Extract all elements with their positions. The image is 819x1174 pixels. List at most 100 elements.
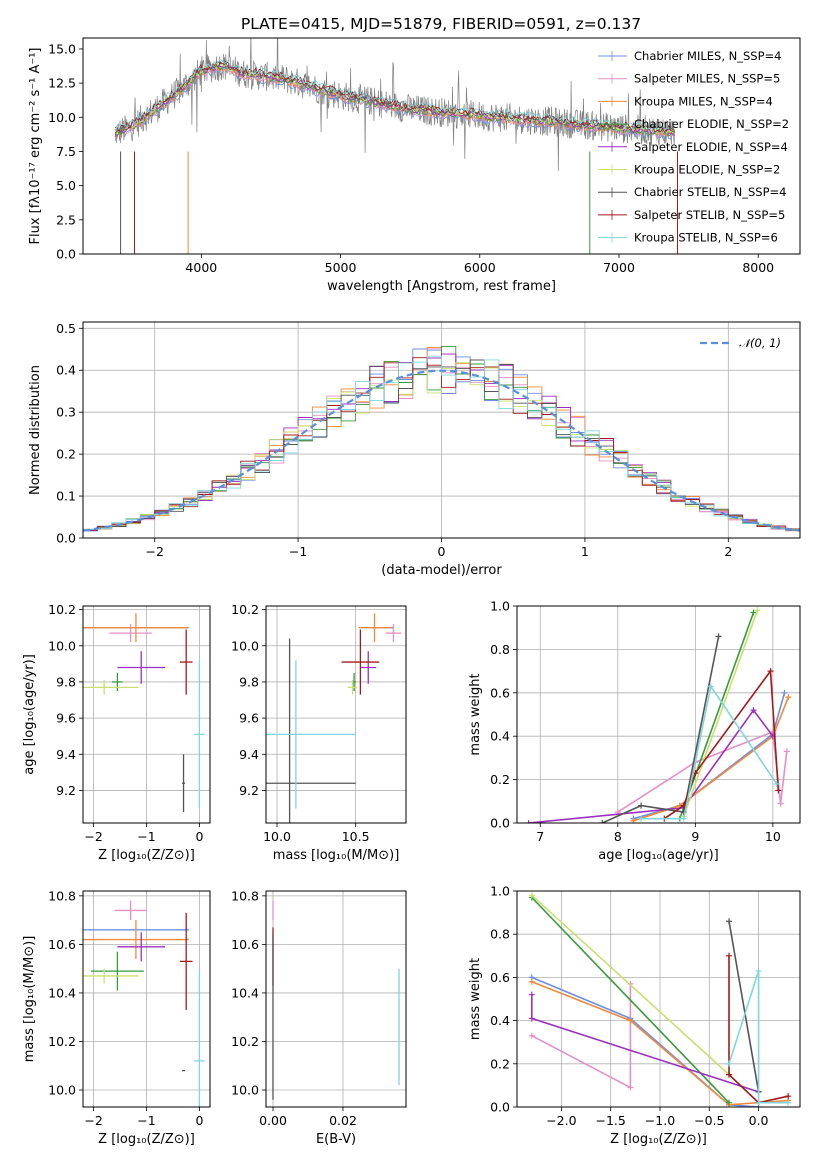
y-tick-label: 10.0 [48, 1083, 76, 1098]
x-tick-label: −1 [137, 829, 155, 844]
y-tick-label: 10.2 [231, 1034, 259, 1049]
y-tick-label: 12.5 [48, 76, 76, 91]
y-tick-label: 10.0 [231, 1083, 259, 1098]
y-axis-label: mass weight [468, 673, 483, 755]
axes-frame [265, 605, 407, 824]
y-tick-label: 10.4 [48, 985, 76, 1000]
y-tick-label: 15.0 [48, 41, 76, 56]
y-tick-label: 9.2 [56, 783, 76, 798]
weight-series-3 [531, 896, 730, 1104]
weight-series-7 [728, 955, 789, 1104]
x-tick-label: 10 [765, 829, 781, 844]
axes-frame [82, 605, 211, 824]
error-bar-point [266, 660, 356, 809]
plot-area [272, 900, 400, 1100]
y-tick-label: 0.6 [490, 685, 510, 700]
gaussian-curve [83, 369, 800, 532]
weight-series-5 [531, 894, 730, 1076]
x-tick-label: −2 [84, 829, 102, 844]
error-bar-point [83, 968, 139, 984]
weight-marker [750, 609, 757, 616]
weight-marker [783, 748, 790, 755]
weight-marker [773, 780, 780, 787]
y-tick-label: 0.1 [56, 489, 76, 504]
y-tick-label: 1.0 [490, 599, 510, 614]
x-tick-label: 5000 [325, 260, 357, 275]
weight-marker [726, 952, 733, 959]
gridlines [83, 891, 210, 1107]
error-bar-point [341, 629, 380, 695]
weight-marker [680, 815, 687, 822]
axes-frame [265, 890, 407, 1108]
legend-entry: Chabrier STELIB, N_SSP=4 [634, 185, 786, 199]
x-tick-label: −1.0 [645, 1113, 675, 1128]
x-tick-label: 2 [724, 544, 732, 559]
x-tick-label: −1 [289, 544, 307, 559]
x-tick-label: 10.0 [263, 829, 291, 844]
weight-series-0 [633, 692, 786, 820]
weight-marker [525, 820, 532, 823]
error-bar-point [112, 672, 123, 691]
gridlines [266, 606, 406, 823]
weight-marker [528, 892, 535, 899]
error-bar-point [83, 680, 139, 695]
weight-series-4 [531, 994, 759, 1093]
x-tick-label: −2 [145, 544, 163, 559]
y-tick-label: 10.0 [231, 638, 259, 653]
x-tick-label: 0 [195, 829, 203, 844]
y-axis-label: Flux [fλ10⁻¹⁷ erg cm⁻² s⁻¹ A⁻¹] [28, 48, 43, 245]
weight-series-8 [728, 970, 789, 1104]
weight-marker [707, 683, 714, 690]
x-tick-label: 0.02 [329, 1113, 357, 1128]
weight-marker [627, 1017, 634, 1024]
error-bar-point [179, 629, 193, 695]
plot-area [83, 613, 205, 813]
gridlines [517, 890, 800, 1108]
axes-weight-vs-age: 7 8 9 10 0.0 0.2 0.4 0.6 0.8 1.0 age [log₁₀(age/yr… [468, 599, 801, 863]
y-tick-label: 9.6 [239, 711, 259, 726]
x-axis-label: (data-model)/error [381, 563, 502, 578]
y-tick-label: 0.4 [490, 1013, 510, 1028]
y-tick-label: 0.0 [490, 816, 510, 831]
legend-entry: Chabrier MILES, N_SSP=4 [634, 49, 781, 63]
y-tick-label: 0.4 [490, 729, 510, 744]
error-bar-point [83, 920, 189, 959]
error-bar-point [266, 638, 356, 823]
y-tick-label: 9.8 [239, 674, 259, 689]
weight-marker [755, 1099, 762, 1106]
axes-frame [516, 605, 801, 824]
weight-marker [528, 978, 535, 985]
weight-marker [785, 694, 792, 701]
y-tick-label: 9.4 [56, 747, 76, 762]
y-axis-label: Normed distribution [28, 365, 43, 495]
error-bar-point [117, 651, 166, 684]
x-axis-label: Z [log₁₀(Z/Z⊙)] [610, 1132, 707, 1147]
error-bar-point [194, 660, 205, 809]
x-axis-label: age [log₁₀(age/yr)] [598, 848, 719, 863]
axes-frame [82, 321, 801, 539]
plot-area [83, 900, 205, 1107]
y-tick-label: 0.4 [56, 363, 76, 378]
plot-area [266, 613, 402, 823]
figure-title: PLATE=0415, MJD=51879, FIBERID=0591, z=0… [241, 15, 641, 33]
legend-entry: Salpeter MILES, N_SSP=5 [634, 72, 780, 86]
weight-marker [750, 707, 757, 714]
plot-area [525, 607, 792, 823]
error-bar-point [181, 754, 186, 813]
weight-series-5 [682, 610, 759, 817]
x-tick-label: 0.0 [749, 1113, 769, 1128]
y-tick-label: 0.2 [490, 1056, 510, 1071]
weight-marker [785, 1099, 792, 1106]
y-tick-label: 5.0 [56, 178, 76, 193]
legend-entry: 𝒩(0, 1) [739, 336, 781, 350]
x-tick-label: 9 [691, 829, 699, 844]
x-tick-label: 8 [614, 829, 622, 844]
x-tick-label: 0.00 [259, 1113, 287, 1128]
residual-histogram-8 [83, 355, 800, 531]
y-tick-label: 7.5 [56, 144, 76, 159]
gridlines [83, 606, 210, 823]
weight-marker [767, 668, 774, 675]
y-tick-label: 0.8 [490, 927, 510, 942]
gridlines [266, 891, 406, 1107]
x-tick-label: 0 [438, 544, 446, 559]
